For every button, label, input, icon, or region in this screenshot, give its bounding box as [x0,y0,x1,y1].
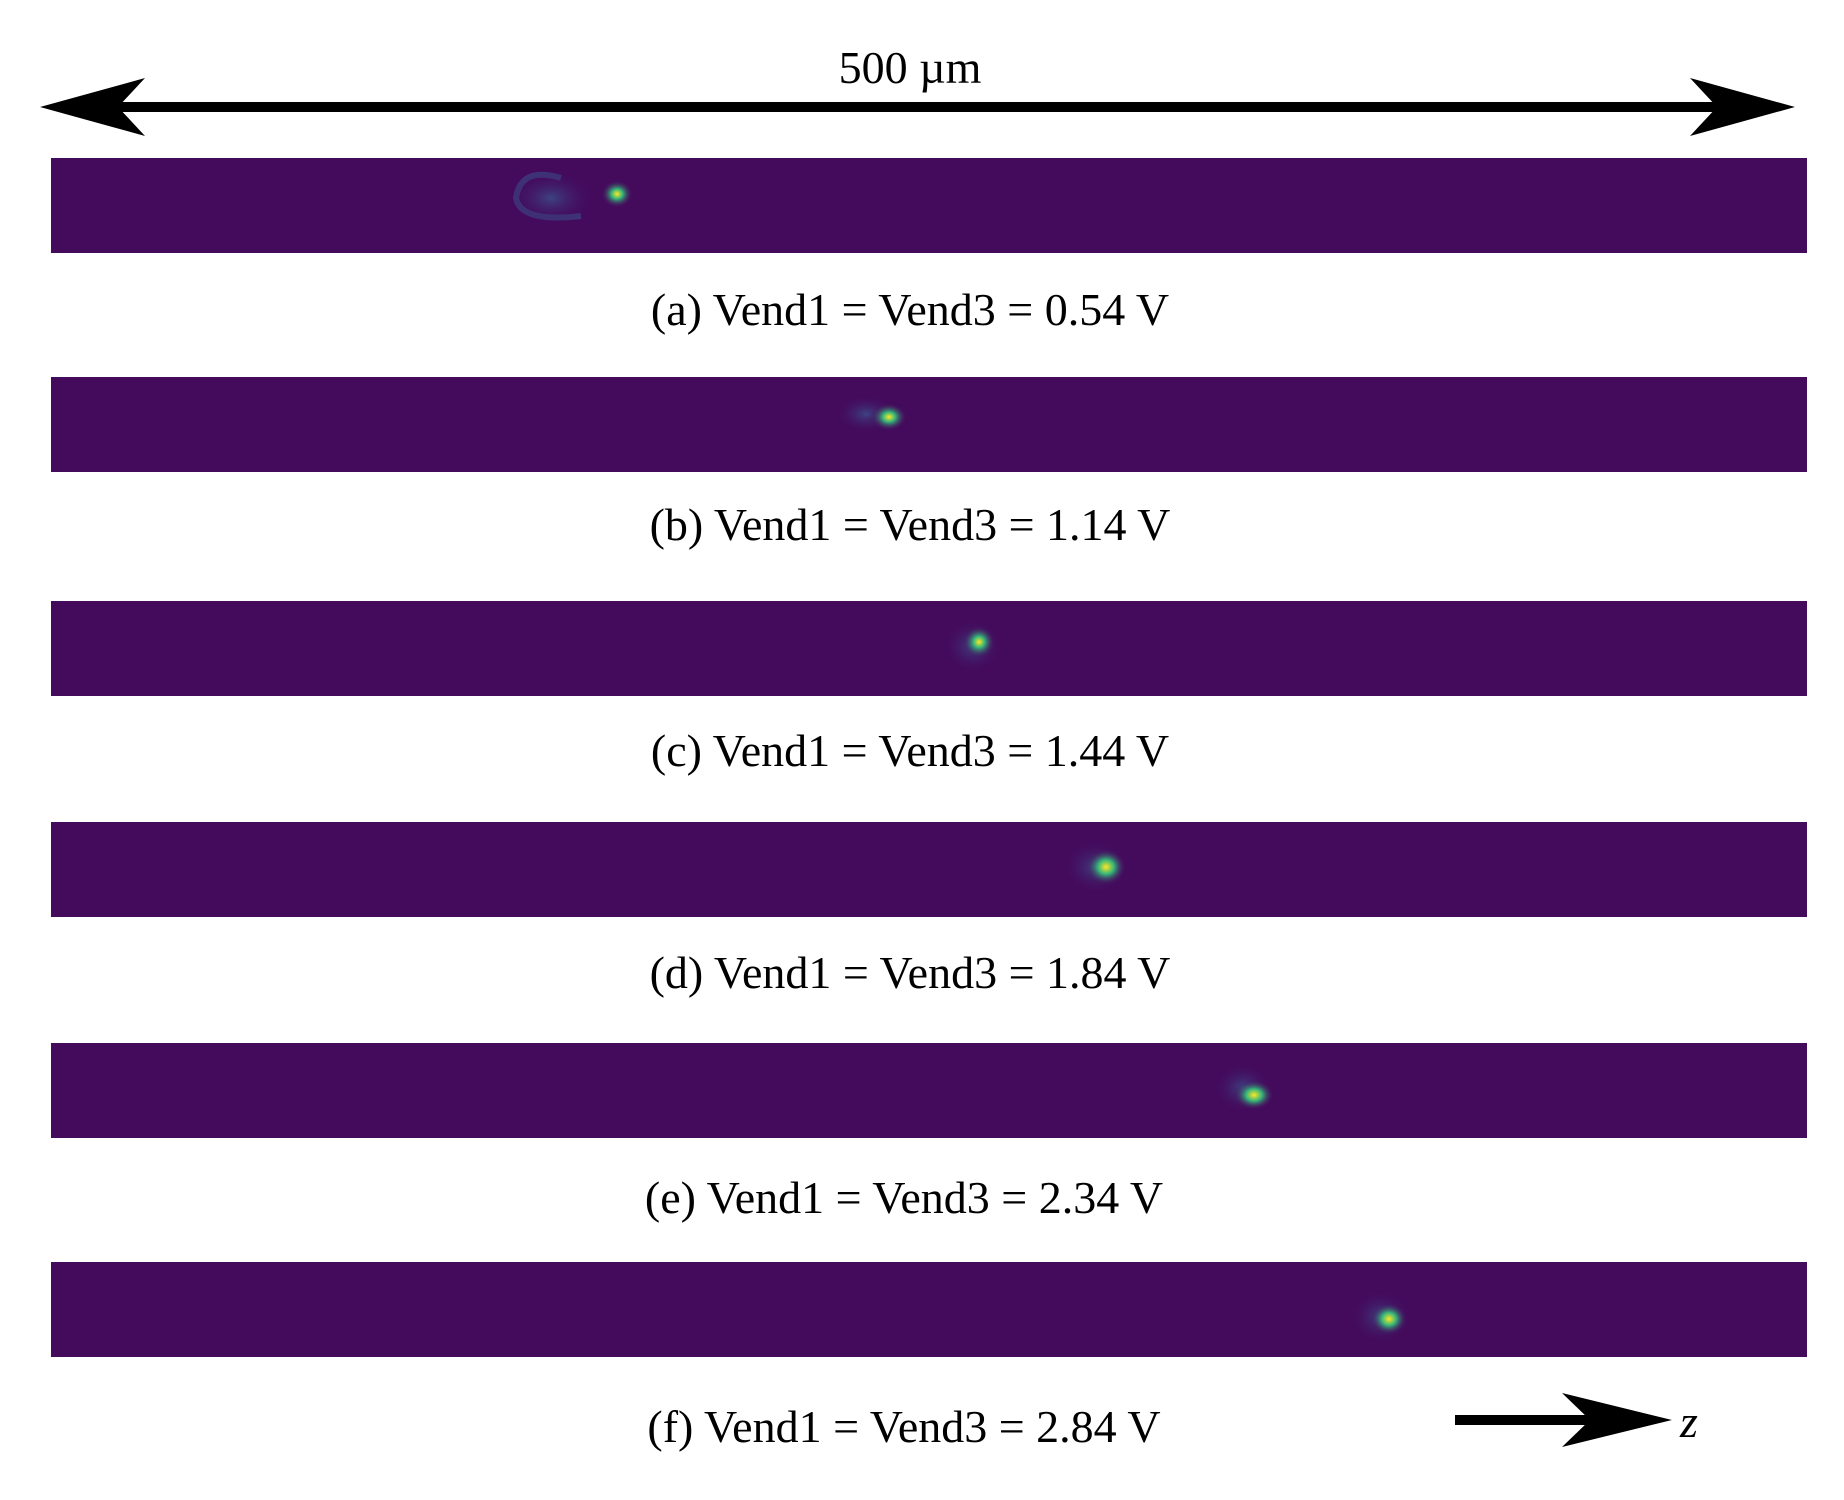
image-panel-c [51,601,1807,696]
caption-f: (f) Vend1 = Vend3 = 2.84 V [647,1401,1161,1452]
caption-a: (a) Vend1 = Vend3 = 0.54 V [650,284,1170,335]
image-panel-f [51,1262,1807,1357]
image-panel-e [51,1043,1807,1138]
caption-b: (b) Vend1 = Vend3 = 1.14 V [649,499,1171,550]
image-panel-b [51,377,1807,472]
caption-e: (e) Vend1 = Vend3 = 2.34 V [644,1172,1164,1223]
z-direction-arrow-icon [1455,1393,1672,1447]
scale-bar-label: 500 µm [838,42,982,93]
image-panel-d [51,822,1807,917]
caption-d: (d) Vend1 = Vend3 = 1.84 V [649,947,1171,998]
scale-bar-arrow [40,78,1795,136]
image-panel-a [51,158,1807,253]
z-axis-label: z [1680,1396,1698,1447]
caption-c: (c) Vend1 = Vend3 = 1.44 V [650,725,1170,776]
